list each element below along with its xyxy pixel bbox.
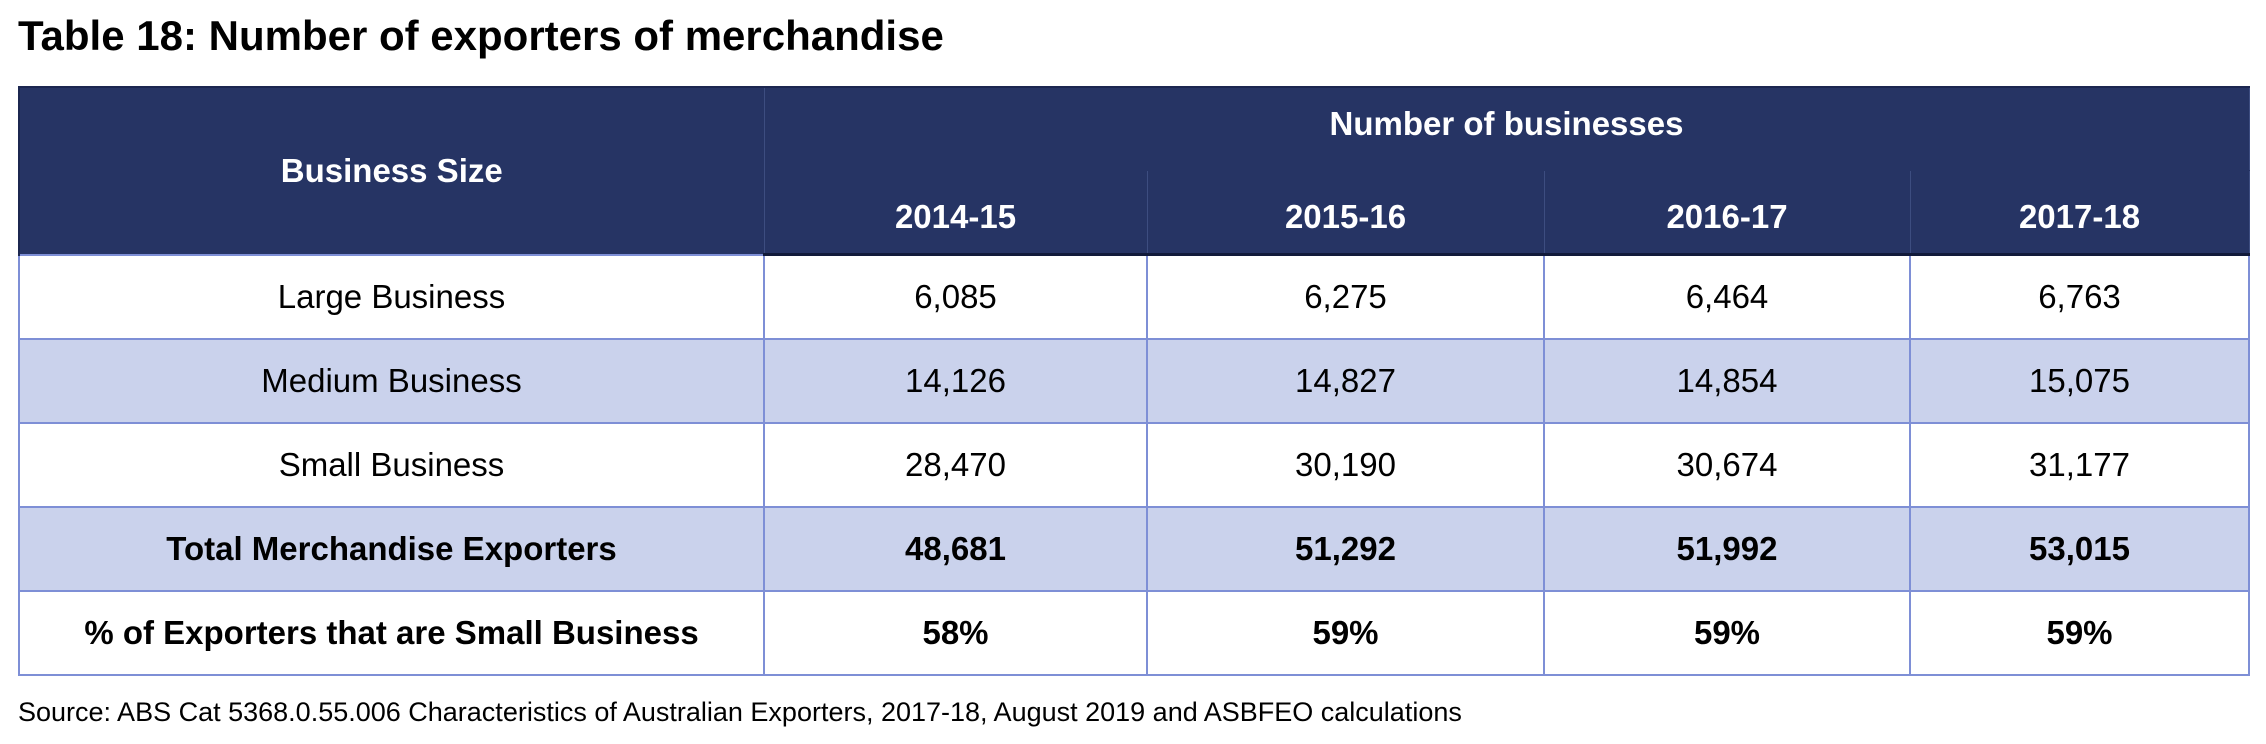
table-cell: 6,763 [1909,253,2250,340]
table-cell: 14,126 [763,338,1148,424]
year-header: 2015-16 [1146,170,1545,256]
table-cell: 14,827 [1146,338,1545,424]
row-label: Small Business [18,422,765,508]
table-cell: 51,992 [1543,506,1911,592]
row-label: Total Merchandise Exporters [18,506,765,592]
row-label: % of Exporters that are Small Business [18,590,765,676]
table-cell: 58% [763,590,1148,676]
table-cell: 15,075 [1909,338,2250,424]
source-note: Source: ABS Cat 5368.0.55.006 Characteri… [18,697,1462,727]
table-row: Large Business 6,085 6,275 6,464 6,763 [18,253,2250,340]
table-cell: 6,085 [763,253,1148,340]
table-title: Table 18: Number of exporters of merchan… [18,12,944,59]
table-cell: 30,190 [1146,422,1545,508]
table-row-percent: % of Exporters that are Small Business 5… [18,590,2250,676]
table-cell: 59% [1146,590,1545,676]
year-header: 2016-17 [1543,170,1911,256]
business-size-header: Business Size [18,86,765,255]
table-cell: 51,292 [1146,506,1545,592]
row-label: Large Business [18,253,765,340]
year-header: 2014-15 [763,170,1148,256]
table-cell: 48,681 [763,506,1148,592]
table-row: Small Business 28,470 30,190 30,674 31,1… [18,422,2250,508]
table-cell: 30,674 [1543,422,1911,508]
table-cell: 31,177 [1909,422,2250,508]
year-header: 2017-18 [1909,170,2250,256]
table-cell: 6,464 [1543,253,1911,340]
table-cell: 6,275 [1146,253,1545,340]
table-row-total: Total Merchandise Exporters 48,681 51,29… [18,506,2250,592]
table-cell: 28,470 [763,422,1148,508]
number-of-businesses-header: Number of businesses [763,86,2250,171]
table-cell: 53,015 [1909,506,2250,592]
row-label: Medium Business [18,338,765,424]
table-cell: 59% [1909,590,2250,676]
table-cell: 14,854 [1543,338,1911,424]
table-row: Medium Business 14,126 14,827 14,854 15,… [18,338,2250,424]
exporters-table: Business Size Number of businesses 2014-… [18,86,2250,676]
table-cell: 59% [1543,590,1911,676]
